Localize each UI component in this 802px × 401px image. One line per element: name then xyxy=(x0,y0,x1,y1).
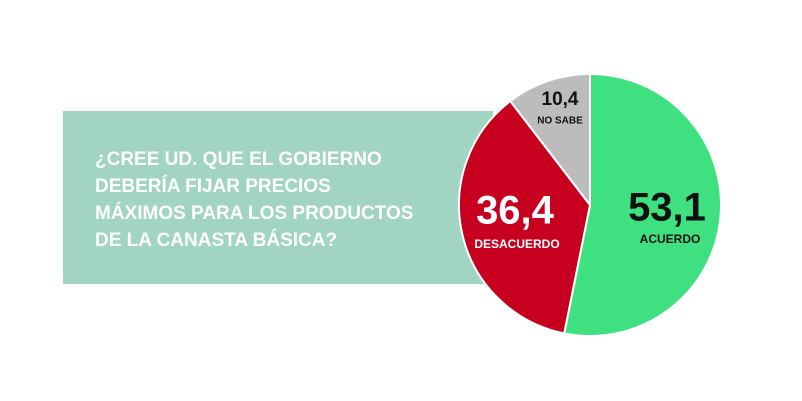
pie-slice xyxy=(563,72,722,337)
question-panel xyxy=(63,111,493,284)
chart-title-line: MÁXIMOS PARA LOS PRODUCTOS xyxy=(95,202,413,224)
category-label: DESACUERDO xyxy=(474,237,559,251)
category-label: NO SABE xyxy=(537,116,583,127)
value-label: 53,1 xyxy=(628,186,706,230)
value-label: 36,4 xyxy=(476,189,555,233)
chart-title-line: DE LA CANASTA BÁSICA? xyxy=(95,229,337,251)
pie-slice xyxy=(508,72,591,208)
category-label: ACUERDO xyxy=(640,232,701,246)
chart-title-line: DEBERÍA FIJAR PRECIOS xyxy=(95,175,331,197)
value-label: 10,4 xyxy=(542,89,579,110)
pie-slice xyxy=(458,99,592,335)
chart-title-line: ¿CREE UD. QUE EL GOBIERNO xyxy=(95,149,382,170)
